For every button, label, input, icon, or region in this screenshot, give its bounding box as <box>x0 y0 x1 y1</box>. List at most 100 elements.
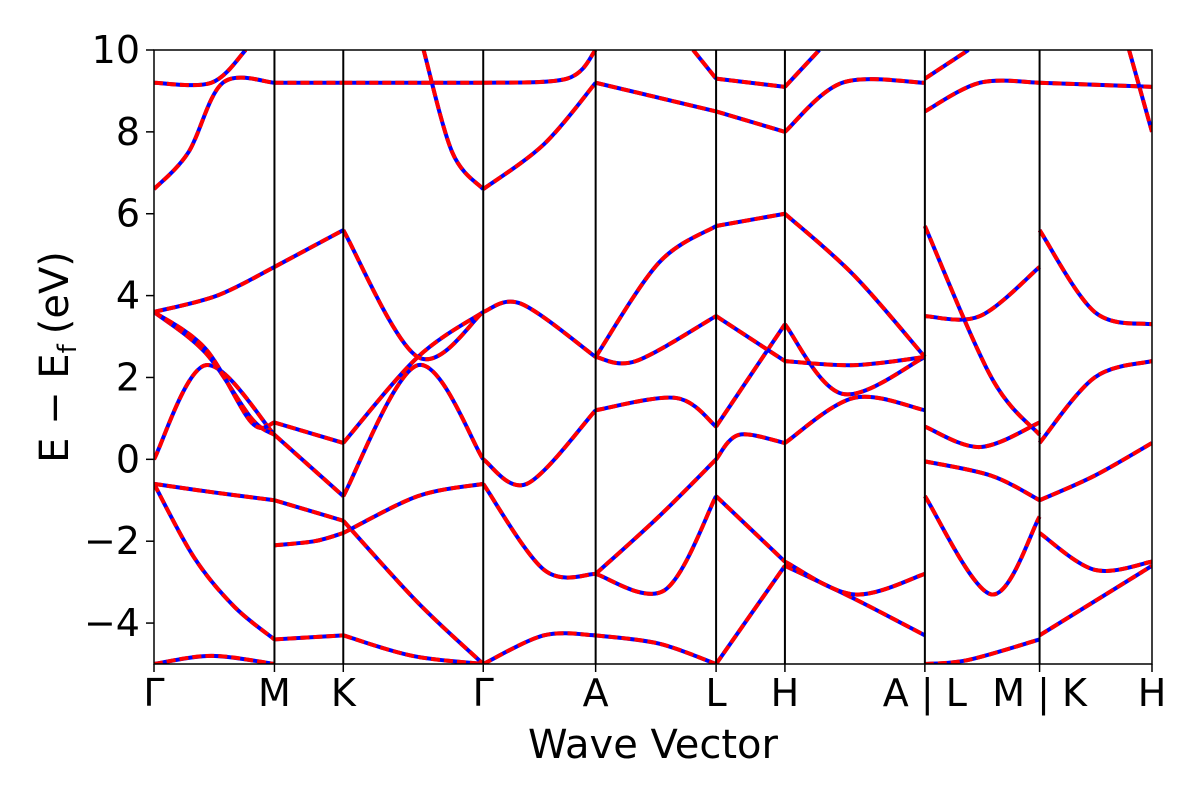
band-line-overlay-s4-b2 <box>594 457 718 576</box>
band-line-overlay-s5-b0 <box>714 564 787 664</box>
band-line-overlay-s8-b0 <box>1038 564 1152 638</box>
band-line-overlay-s4-b3 <box>595 395 718 429</box>
band-line-overlay-s2-b0 <box>342 633 484 664</box>
band-line-base-s3-b3 <box>482 299 597 359</box>
x-tick-label-9: H <box>1138 671 1167 715</box>
band-line-base-s7-b4 <box>924 265 1041 322</box>
band-line-overlay-s4-b7 <box>691 50 718 80</box>
band-line-overlay-s1-b1 <box>274 531 344 548</box>
band-line-base-s2-b5 <box>341 229 485 362</box>
band-line-overlay-s5-b5 <box>715 211 786 228</box>
band-line-overlay-s2-b1 <box>341 519 485 664</box>
band-line-base-s6-b1 <box>784 559 926 597</box>
y-axis-ticks: −4 −2 0 2 4 6 8 10 <box>84 28 154 645</box>
band-line-base-s4-b0 <box>595 633 717 664</box>
band-line-base-s5-b6 <box>715 109 786 134</box>
band-line-overlay-s6-b1 <box>784 559 926 597</box>
band-line-overlay-s8-b6 <box>1127 50 1152 133</box>
band-line-overlay-s8-b4 <box>1037 228 1152 327</box>
y-tick-label-1: −2 <box>84 519 140 563</box>
band-line-overlay-s1-b3 <box>273 433 345 498</box>
band-line-overlay-s7-b7 <box>923 50 970 81</box>
high-symmetry-lines <box>273 50 1041 664</box>
band-line-overlay-s8-b2 <box>1038 441 1152 503</box>
y-axis-label-main: E − E <box>32 353 78 463</box>
band-line-base-s6-b6 <box>783 77 925 134</box>
x-tick-label-3: Γ <box>473 671 494 715</box>
band-line-overlay-s0-b0 <box>154 653 275 664</box>
y-tick-label-6: 8 <box>116 110 140 154</box>
band-line-overlay-s6-b2 <box>783 394 926 445</box>
band-line-overlay-s4-b0 <box>595 633 717 664</box>
band-line-base-s2-b0 <box>342 633 484 664</box>
band-line-overlay-s0-b1 <box>154 482 276 642</box>
band-line-overlay-s2-b7 <box>421 50 485 191</box>
x-tick-label-1: M <box>258 671 291 715</box>
band-line-overlay-s1-b2 <box>273 498 344 523</box>
band-line-base-s0-b7 <box>154 75 275 191</box>
band-line-base-s6-b5 <box>783 212 927 359</box>
band-line-overlay-s0-b5 <box>154 310 276 430</box>
y-tick-label-5: 6 <box>116 192 140 236</box>
band-line-overlay-s3-b4 <box>482 81 598 191</box>
band-line-overlay-s2-b4 <box>341 310 485 445</box>
y-tick-label-7: 10 <box>92 28 140 72</box>
band-line-overlay-s7-b5 <box>923 225 1042 437</box>
band-line-base-s8-b4 <box>1037 228 1152 327</box>
band-line-overlay-s7-b1 <box>923 495 1042 597</box>
band-line-overlay-s5-b6 <box>715 109 786 134</box>
band-lines <box>154 50 1152 664</box>
y-axis-label: E − Ef (eV) <box>32 251 83 463</box>
band-line-overlay-s3-b1 <box>481 482 596 580</box>
band-line-overlay-s4-b4 <box>595 314 718 366</box>
y-tick-label-4: 4 <box>116 274 140 318</box>
band-line-overlay-s6-b5 <box>783 212 927 359</box>
band-line-base-s7-b5 <box>923 225 1042 437</box>
band-line-overlay-s6-b3 <box>783 322 926 397</box>
band-line-overlay-s6-b7 <box>783 50 821 89</box>
y-axis-label-subscript: f <box>53 343 83 353</box>
band-line-overlay-s7-b2 <box>924 459 1041 503</box>
band-line-overlay-s7-b6 <box>923 78 1040 114</box>
band-line-base-s7-b6 <box>923 78 1040 114</box>
band-line-overlay-s7-b4 <box>924 265 1041 322</box>
band-line-overlay-s5-b1 <box>714 494 787 564</box>
band-line-base-s2-b3 <box>341 363 485 498</box>
band-line-overlay-s5-b3 <box>714 323 787 428</box>
x-tick-label-4: A <box>583 671 609 715</box>
band-line-base-s2-b7 <box>421 50 485 191</box>
band-line-base-s2-b4 <box>341 310 485 445</box>
band-line-overlay-s3-b5 <box>483 50 598 85</box>
band-line-base-s7-b0 <box>924 637 1041 664</box>
band-line-overlay-s0-b3 <box>154 363 276 461</box>
x-tick-label-0: Γ <box>143 671 164 715</box>
band-line-overlay-s1-b0 <box>274 633 344 642</box>
band-line-base-s4-b1 <box>595 495 718 596</box>
plot-frame <box>153 49 1153 665</box>
band-line-base-s1-b2 <box>273 498 344 523</box>
band-line-base-s0-b3 <box>154 363 276 461</box>
band-line-overlay-s3-b3 <box>482 299 597 359</box>
band-line-overlay-s4-b6 <box>595 80 717 114</box>
band-line-base-s2-b2 <box>342 481 484 535</box>
band-line-overlay-s6-b4 <box>784 355 926 368</box>
band-line-base-s0-b1 <box>154 482 276 642</box>
band-line-base-s4-b5 <box>593 224 718 359</box>
band-line-overlay-s0-b7 <box>154 75 275 191</box>
band-line-overlay-s8-b1 <box>1038 531 1152 573</box>
band-line-overlay-s4-b1 <box>595 495 718 596</box>
band-line-overlay-s8-b3 <box>1038 359 1152 445</box>
x-tick-label-8: M | K <box>992 671 1088 716</box>
band-line-overlay-s8-b5 <box>1039 80 1152 89</box>
band-line-base-s1-b4 <box>273 420 344 445</box>
band-line-overlay-s3-b2 <box>481 408 598 488</box>
y-axis-label-unit: (eV) <box>32 251 78 334</box>
y-tick-label-2: 0 <box>116 437 140 481</box>
band-line-base-s3-b0 <box>482 631 596 664</box>
x-tick-label-6: H <box>771 671 800 715</box>
band-line-overlay-s2-b2 <box>342 481 484 535</box>
y-tick-label-3: 2 <box>116 355 140 399</box>
x-tick-label-2: K <box>331 671 357 715</box>
band-line-overlay-s6-b6 <box>783 77 925 134</box>
